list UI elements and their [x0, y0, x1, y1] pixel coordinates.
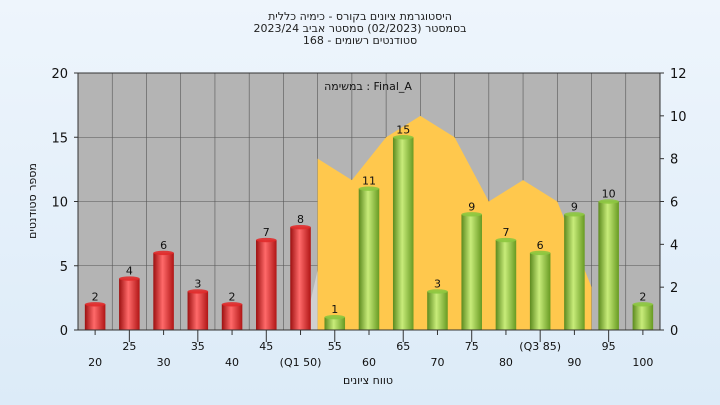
y2-axis-tick-label: 4	[670, 238, 678, 253]
histogram-bar-cap	[632, 302, 654, 307]
area-series-fill	[317, 115, 592, 330]
y2-axis-tick-label: 10	[670, 110, 687, 125]
y-axis-tick-label: 5	[60, 260, 68, 275]
histogram-bar-cap	[461, 212, 482, 217]
histogram-bar	[221, 304, 243, 330]
chart-title-line-3: 168 - סטודנטים רשומים	[302, 34, 418, 47]
x-axis-tick-label: 35	[191, 340, 205, 353]
bar-value-label: 4	[126, 265, 133, 278]
histogram-bar-cap	[221, 302, 243, 307]
x-axis-tick-label: 90	[567, 356, 581, 369]
bar-value-label: 10	[602, 188, 616, 201]
x-axis-tick-label: (Q1 50)	[280, 356, 322, 369]
y-axis-tick-label: 15	[51, 131, 68, 146]
histogram-bar-cap	[290, 225, 311, 230]
bar-value-label: 7	[502, 226, 509, 239]
x-axis-tick-label: 70	[430, 356, 444, 369]
bar-value-label: 6	[537, 239, 544, 252]
y2-axis-tick-label: 2	[670, 281, 678, 296]
y2-axis-tick-label: 8	[670, 153, 678, 168]
bar-value-label: 11	[362, 175, 376, 188]
histogram-bar-cap	[495, 237, 517, 243]
histogram-bar	[427, 291, 448, 330]
bar-value-label: 9	[468, 200, 475, 213]
histogram-bar	[392, 137, 414, 330]
bar-value-label: 2	[92, 290, 99, 303]
histogram-bar	[529, 252, 551, 330]
y-axis-tick-label: 20	[51, 67, 68, 82]
histogram-bar	[290, 227, 311, 330]
histogram-bar	[119, 278, 140, 330]
histogram-bar	[495, 240, 517, 330]
histogram-bar	[632, 304, 654, 330]
histogram-bar-cap	[119, 276, 140, 281]
histogram-bar-cap	[564, 212, 585, 217]
histogram-bar	[84, 304, 106, 330]
bar-value-label: 2	[229, 290, 236, 303]
area-shadow	[303, 158, 318, 330]
bar-value-label: 9	[571, 200, 578, 213]
bar-value-label: 2	[639, 290, 646, 303]
chart-title-line-1: היסטוגרמת ציונים בקורס - כימיה כללית	[268, 10, 452, 23]
x-axis-tick-label: 60	[362, 356, 376, 369]
histogram-bar-cap	[324, 314, 346, 320]
x-axis-tick-label: 55	[328, 340, 342, 353]
histogram-bar	[187, 291, 209, 330]
x-axis-tick-label: 20	[88, 356, 102, 369]
bar-value-label: 3	[194, 277, 201, 290]
bar-value-label: 8	[297, 213, 304, 226]
histogram-bar-cap	[598, 199, 619, 204]
bar-value-label: 6	[160, 239, 167, 252]
histogram-bar	[256, 240, 277, 330]
histogram-bar-cap	[153, 250, 174, 256]
histogram-bar-cap	[256, 237, 277, 243]
histogram-bar-cap	[84, 302, 106, 307]
y2-axis-tick-label: 12	[670, 67, 687, 82]
histogram-bar	[598, 201, 619, 330]
x-axis-tick-label: 80	[499, 356, 513, 369]
y-axis-tick-label: 10	[51, 196, 68, 211]
x-axis-tick-label: 45	[259, 340, 273, 353]
chart-annotation: במשימה : Final_A	[324, 80, 412, 93]
x-axis-tick-label: 75	[465, 340, 479, 353]
histogram-bar-cap	[392, 135, 414, 140]
histogram-bar	[461, 214, 482, 330]
bar-value-label: 7	[263, 226, 270, 239]
histogram-bar-cap	[187, 289, 209, 294]
bar-value-label: 3	[434, 277, 441, 290]
y-axis-label: מספר סטודנטים	[26, 163, 39, 239]
x-axis-label: טווח ציונים	[343, 374, 393, 387]
y2-axis-tick-label: 0	[670, 324, 678, 339]
histogram-bar-cap	[529, 250, 551, 256]
histogram-bar	[153, 252, 174, 330]
bar-value-label: 1	[331, 303, 338, 316]
bar-value-label: 15	[396, 123, 410, 136]
y2-axis-tick-label: 6	[670, 196, 678, 211]
x-axis-tick-label: 30	[157, 356, 171, 369]
x-axis-tick-label: 65	[396, 340, 410, 353]
histogram-bar-cap	[427, 289, 448, 294]
chart-title-line-2: בסמסטר (02/2023) סמסטר אביב 2023/24	[253, 22, 467, 35]
y-axis-tick-label: 0	[60, 324, 68, 339]
histogram-bar	[324, 317, 346, 330]
x-axis-tick-label: 100	[632, 356, 653, 369]
histogram-bar-cap	[358, 186, 380, 191]
x-axis-tick-label: 40	[225, 356, 239, 369]
x-axis-tick-label: (Q3 85)	[519, 340, 561, 353]
x-axis-tick-label: 25	[122, 340, 136, 353]
histogram-bar	[358, 188, 380, 330]
x-axis-tick-label: 95	[602, 340, 616, 353]
histogram-bar	[564, 214, 585, 330]
